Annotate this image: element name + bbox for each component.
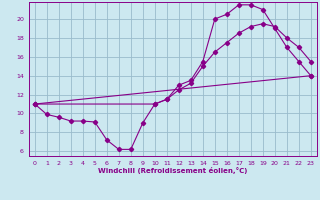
X-axis label: Windchill (Refroidissement éolien,°C): Windchill (Refroidissement éolien,°C) <box>98 167 247 174</box>
